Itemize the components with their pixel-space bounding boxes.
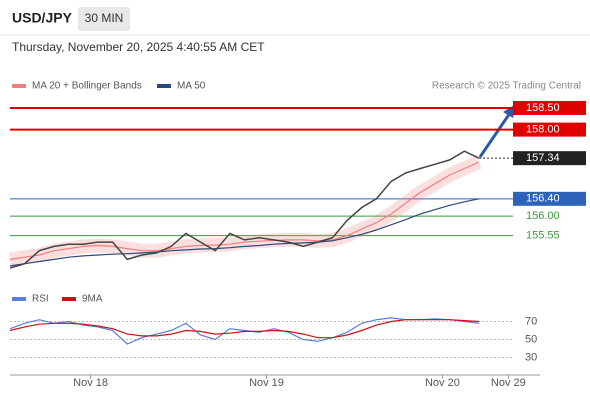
level-box — [513, 100, 586, 115]
legend-label: RSI — [32, 294, 49, 305]
level-label: 156.00 — [526, 210, 560, 222]
x-tick-label: Nov 18 — [73, 377, 108, 389]
x-tick-label: Nov 29 — [491, 377, 526, 389]
series-line — [9, 198, 480, 267]
legend-swatch — [12, 297, 26, 301]
level-label: 157.34 — [526, 152, 560, 164]
level-label: 156.40 — [526, 193, 560, 205]
level-box — [513, 122, 586, 137]
symbol: USD/JPY — [12, 10, 73, 26]
level-box — [513, 191, 586, 206]
interval: 30 MIN — [85, 11, 124, 25]
forecast-arrow — [478, 112, 512, 158]
level-box — [513, 151, 586, 166]
legend-label: MA 20 + Bollinger Bands — [32, 81, 142, 92]
x-tick-label: Nov 19 — [249, 377, 284, 389]
legend-label: MA 50 — [177, 81, 206, 92]
timestamp: Thursday, November 20, 2025 4:40:55 AM C… — [12, 40, 265, 54]
source: Research © 2025 Trading Central — [432, 81, 581, 92]
interval-box — [78, 7, 130, 31]
legend-swatch — [157, 84, 171, 88]
y-tick-label: 70 — [525, 315, 537, 327]
legend-swatch — [62, 297, 76, 301]
price-line — [9, 150, 480, 269]
y-tick-label: 50 — [525, 333, 537, 345]
legend-swatch — [12, 84, 26, 88]
legend-label: 9MA — [82, 294, 103, 305]
series-line — [9, 319, 480, 339]
x-tick-label: Nov 20 — [425, 377, 460, 389]
level-label: 155.55 — [526, 229, 560, 241]
series-line — [9, 161, 480, 260]
y-tick-label: 30 — [525, 351, 537, 363]
series-line — [9, 317, 480, 345]
level-label: 158.00 — [526, 124, 560, 136]
level-label: 158.50 — [526, 102, 560, 114]
